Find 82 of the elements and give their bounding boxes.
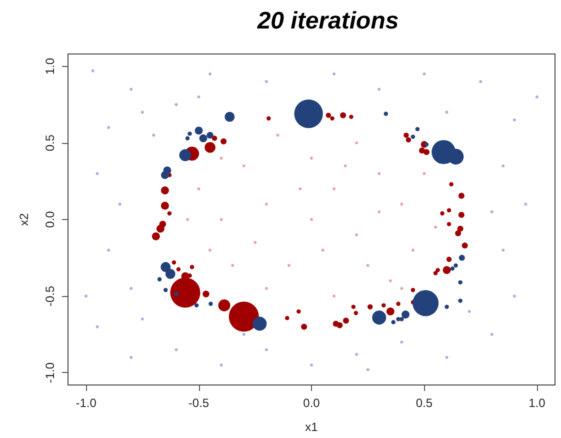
y-tick-label: -1.0 bbox=[43, 362, 57, 384]
point bbox=[400, 286, 404, 290]
y-tick-label: 1.0 bbox=[43, 58, 57, 75]
point bbox=[502, 164, 505, 168]
point bbox=[242, 332, 246, 336]
point bbox=[186, 218, 189, 221]
point bbox=[174, 348, 178, 352]
point bbox=[310, 364, 313, 367]
point bbox=[242, 164, 246, 168]
point bbox=[96, 172, 99, 176]
point bbox=[332, 187, 336, 190]
y-tick-label: 0.0 bbox=[43, 210, 57, 228]
point bbox=[310, 156, 313, 160]
x-axis-title: x1 bbox=[305, 420, 318, 434]
point bbox=[512, 118, 516, 122]
point bbox=[264, 286, 268, 290]
point bbox=[445, 110, 448, 114]
point bbox=[355, 233, 358, 236]
point bbox=[220, 156, 223, 160]
point bbox=[107, 126, 110, 130]
point bbox=[378, 172, 381, 176]
point bbox=[84, 294, 88, 298]
point bbox=[400, 340, 404, 344]
x-tick-label: 0.0 bbox=[303, 396, 320, 410]
point bbox=[107, 248, 110, 252]
point bbox=[366, 368, 370, 372]
point bbox=[332, 72, 336, 76]
point bbox=[298, 187, 302, 190]
point bbox=[264, 348, 268, 352]
point bbox=[502, 248, 505, 252]
point bbox=[344, 164, 347, 168]
point bbox=[355, 352, 358, 356]
x-tick-label: 1.0 bbox=[528, 396, 546, 410]
point bbox=[96, 325, 99, 328]
point bbox=[524, 202, 528, 206]
point bbox=[468, 310, 471, 313]
point bbox=[535, 95, 538, 98]
point bbox=[152, 134, 156, 137]
point bbox=[445, 356, 448, 359]
point bbox=[321, 248, 324, 252]
point bbox=[422, 172, 426, 176]
point bbox=[490, 210, 494, 214]
point bbox=[264, 202, 268, 206]
point bbox=[434, 226, 438, 229]
point bbox=[310, 218, 313, 221]
point bbox=[287, 264, 290, 267]
point bbox=[130, 356, 133, 359]
point bbox=[422, 72, 426, 76]
point bbox=[174, 103, 178, 106]
point bbox=[388, 279, 392, 282]
point bbox=[512, 294, 516, 298]
chart-title: 20 iterations bbox=[256, 8, 399, 34]
x-tick-label: -0.5 bbox=[188, 396, 210, 410]
point bbox=[118, 202, 122, 206]
y-axis-title: x2 bbox=[17, 212, 31, 226]
point bbox=[197, 187, 200, 190]
point bbox=[220, 218, 223, 221]
point bbox=[197, 95, 200, 98]
point bbox=[378, 210, 381, 214]
point bbox=[264, 80, 268, 84]
point bbox=[490, 332, 494, 336]
point bbox=[208, 72, 212, 76]
point bbox=[355, 141, 358, 144]
point bbox=[479, 80, 482, 84]
point bbox=[276, 134, 280, 137]
point bbox=[411, 248, 414, 252]
x-tick-label: -1.0 bbox=[76, 396, 97, 410]
point bbox=[366, 264, 370, 267]
point bbox=[140, 110, 144, 114]
point bbox=[231, 264, 234, 267]
point bbox=[130, 286, 133, 290]
y-tick-label: 0.5 bbox=[43, 134, 57, 152]
x-tick-label: 0.5 bbox=[416, 396, 433, 410]
point bbox=[400, 202, 404, 206]
point bbox=[254, 240, 257, 244]
point bbox=[91, 69, 94, 72]
y-tick-label: -0.5 bbox=[43, 285, 57, 306]
point bbox=[332, 294, 336, 298]
point bbox=[140, 318, 144, 321]
point bbox=[208, 248, 212, 252]
point bbox=[220, 364, 223, 367]
point bbox=[130, 88, 133, 91]
